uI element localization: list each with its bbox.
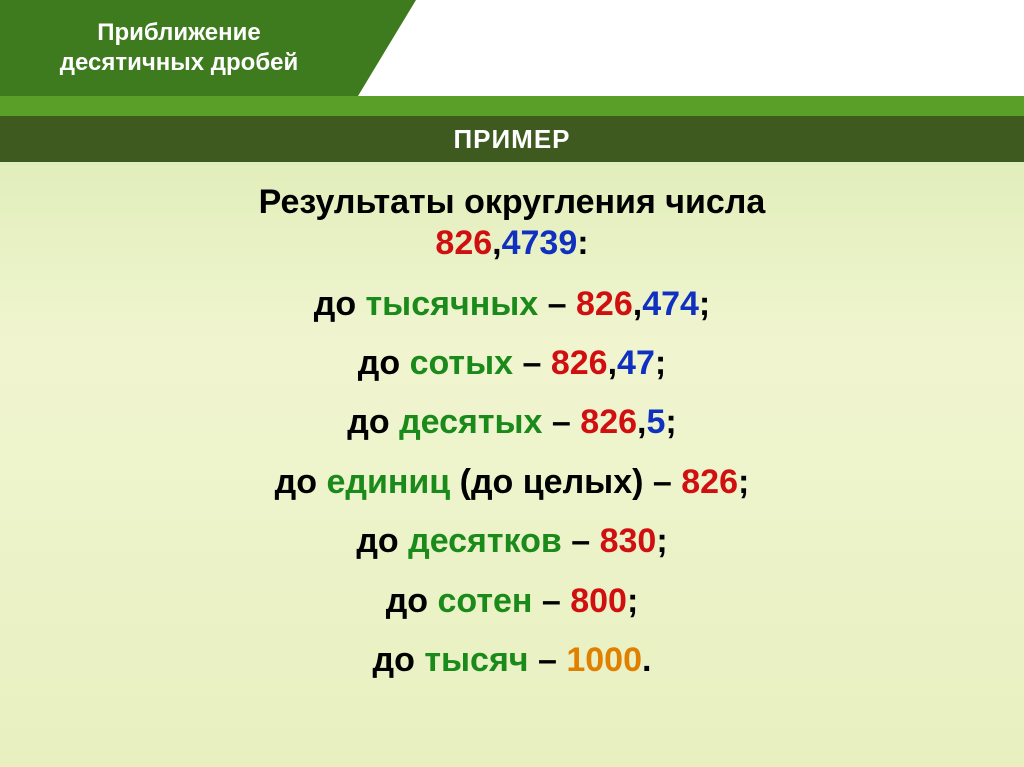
row-dash: – [538, 285, 576, 323]
row-dash: – [529, 641, 567, 679]
row-int: 826 [580, 403, 637, 441]
row-place: единиц [326, 463, 450, 501]
row-thousandths: до тысячных – 826,474; [0, 286, 1024, 323]
row-tail: ; [738, 463, 749, 501]
header-right-line1: Округление [546, 8, 864, 48]
row-prefix: до [356, 522, 408, 560]
row-int: 826 [681, 463, 738, 501]
row-int: 826 [576, 285, 633, 323]
example-label-bar: ПРИМЕР [0, 116, 1024, 162]
content: Результаты округления числа 826,4739: до… [0, 170, 1024, 767]
row-frac: 47 [617, 344, 655, 382]
lead-line1: Результаты округления числа [259, 183, 766, 221]
row-dash: – [542, 403, 580, 441]
row-int: 1000 [566, 641, 642, 679]
row-place: десятков [408, 522, 562, 560]
slide: Приближение десятичных дробей Округление… [0, 0, 1024, 767]
row-place: десятых [399, 403, 542, 441]
row-tail: ; [655, 344, 666, 382]
row-prefix: до [373, 641, 425, 679]
row-place: сотен [437, 582, 532, 620]
row-dash: – [562, 522, 600, 560]
row-units: до единиц (до целых) – 826; [0, 464, 1024, 501]
row-hundredths: до сотых – 826,47; [0, 345, 1024, 382]
accent-strip [0, 96, 1024, 116]
row-prefix: до [358, 344, 410, 382]
row-place: сотых [410, 344, 513, 382]
row-dash: – [513, 344, 551, 382]
lead-int: 826 [435, 224, 492, 262]
row-hundreds: до сотен – 800; [0, 583, 1024, 620]
row-tens: до десятков – 830; [0, 523, 1024, 560]
header-left: Приближение десятичных дробей [0, 0, 358, 96]
header-left-line1: Приближение [60, 18, 299, 48]
row-frac: 474 [642, 285, 699, 323]
row-prefix: до [347, 403, 399, 441]
row-tail: ; [699, 285, 710, 323]
lead-comma: , [492, 224, 501, 262]
header: Приближение десятичных дробей Округление… [0, 0, 1024, 96]
row-comma: , [633, 285, 642, 323]
lead-colon: : [577, 224, 588, 262]
row-int: 830 [600, 522, 657, 560]
row-place: тысяч [424, 641, 528, 679]
header-right: Округление десятичных дробей [358, 0, 1024, 96]
row-comma: , [608, 344, 617, 382]
row-prefix: до [386, 582, 438, 620]
row-prefix: до [275, 463, 327, 501]
row-tail: ; [627, 582, 638, 620]
row-place-extra: (до целых) [450, 463, 643, 501]
row-dash: – [643, 463, 681, 501]
row-dash: – [532, 582, 570, 620]
row-prefix: до [314, 285, 366, 323]
row-tail: ; [656, 522, 667, 560]
lead-text: Результаты округления числа 826,4739: [0, 182, 1024, 264]
header-left-line2: десятичных дробей [60, 48, 299, 78]
row-place: тысячных [366, 285, 539, 323]
header-right-line2: десятичных дробей [546, 48, 864, 88]
lead-frac: 4739 [502, 224, 578, 262]
header-diagonal [358, 0, 416, 96]
row-tenths: до десятых – 826,5; [0, 404, 1024, 441]
row-int: 800 [570, 582, 627, 620]
row-tail: ; [665, 403, 676, 441]
row-frac: 5 [646, 403, 665, 441]
row-thousands: до тысяч – 1000. [0, 642, 1024, 679]
row-tail: . [642, 641, 651, 679]
row-int: 826 [551, 344, 608, 382]
example-label: ПРИМЕР [453, 124, 570, 155]
